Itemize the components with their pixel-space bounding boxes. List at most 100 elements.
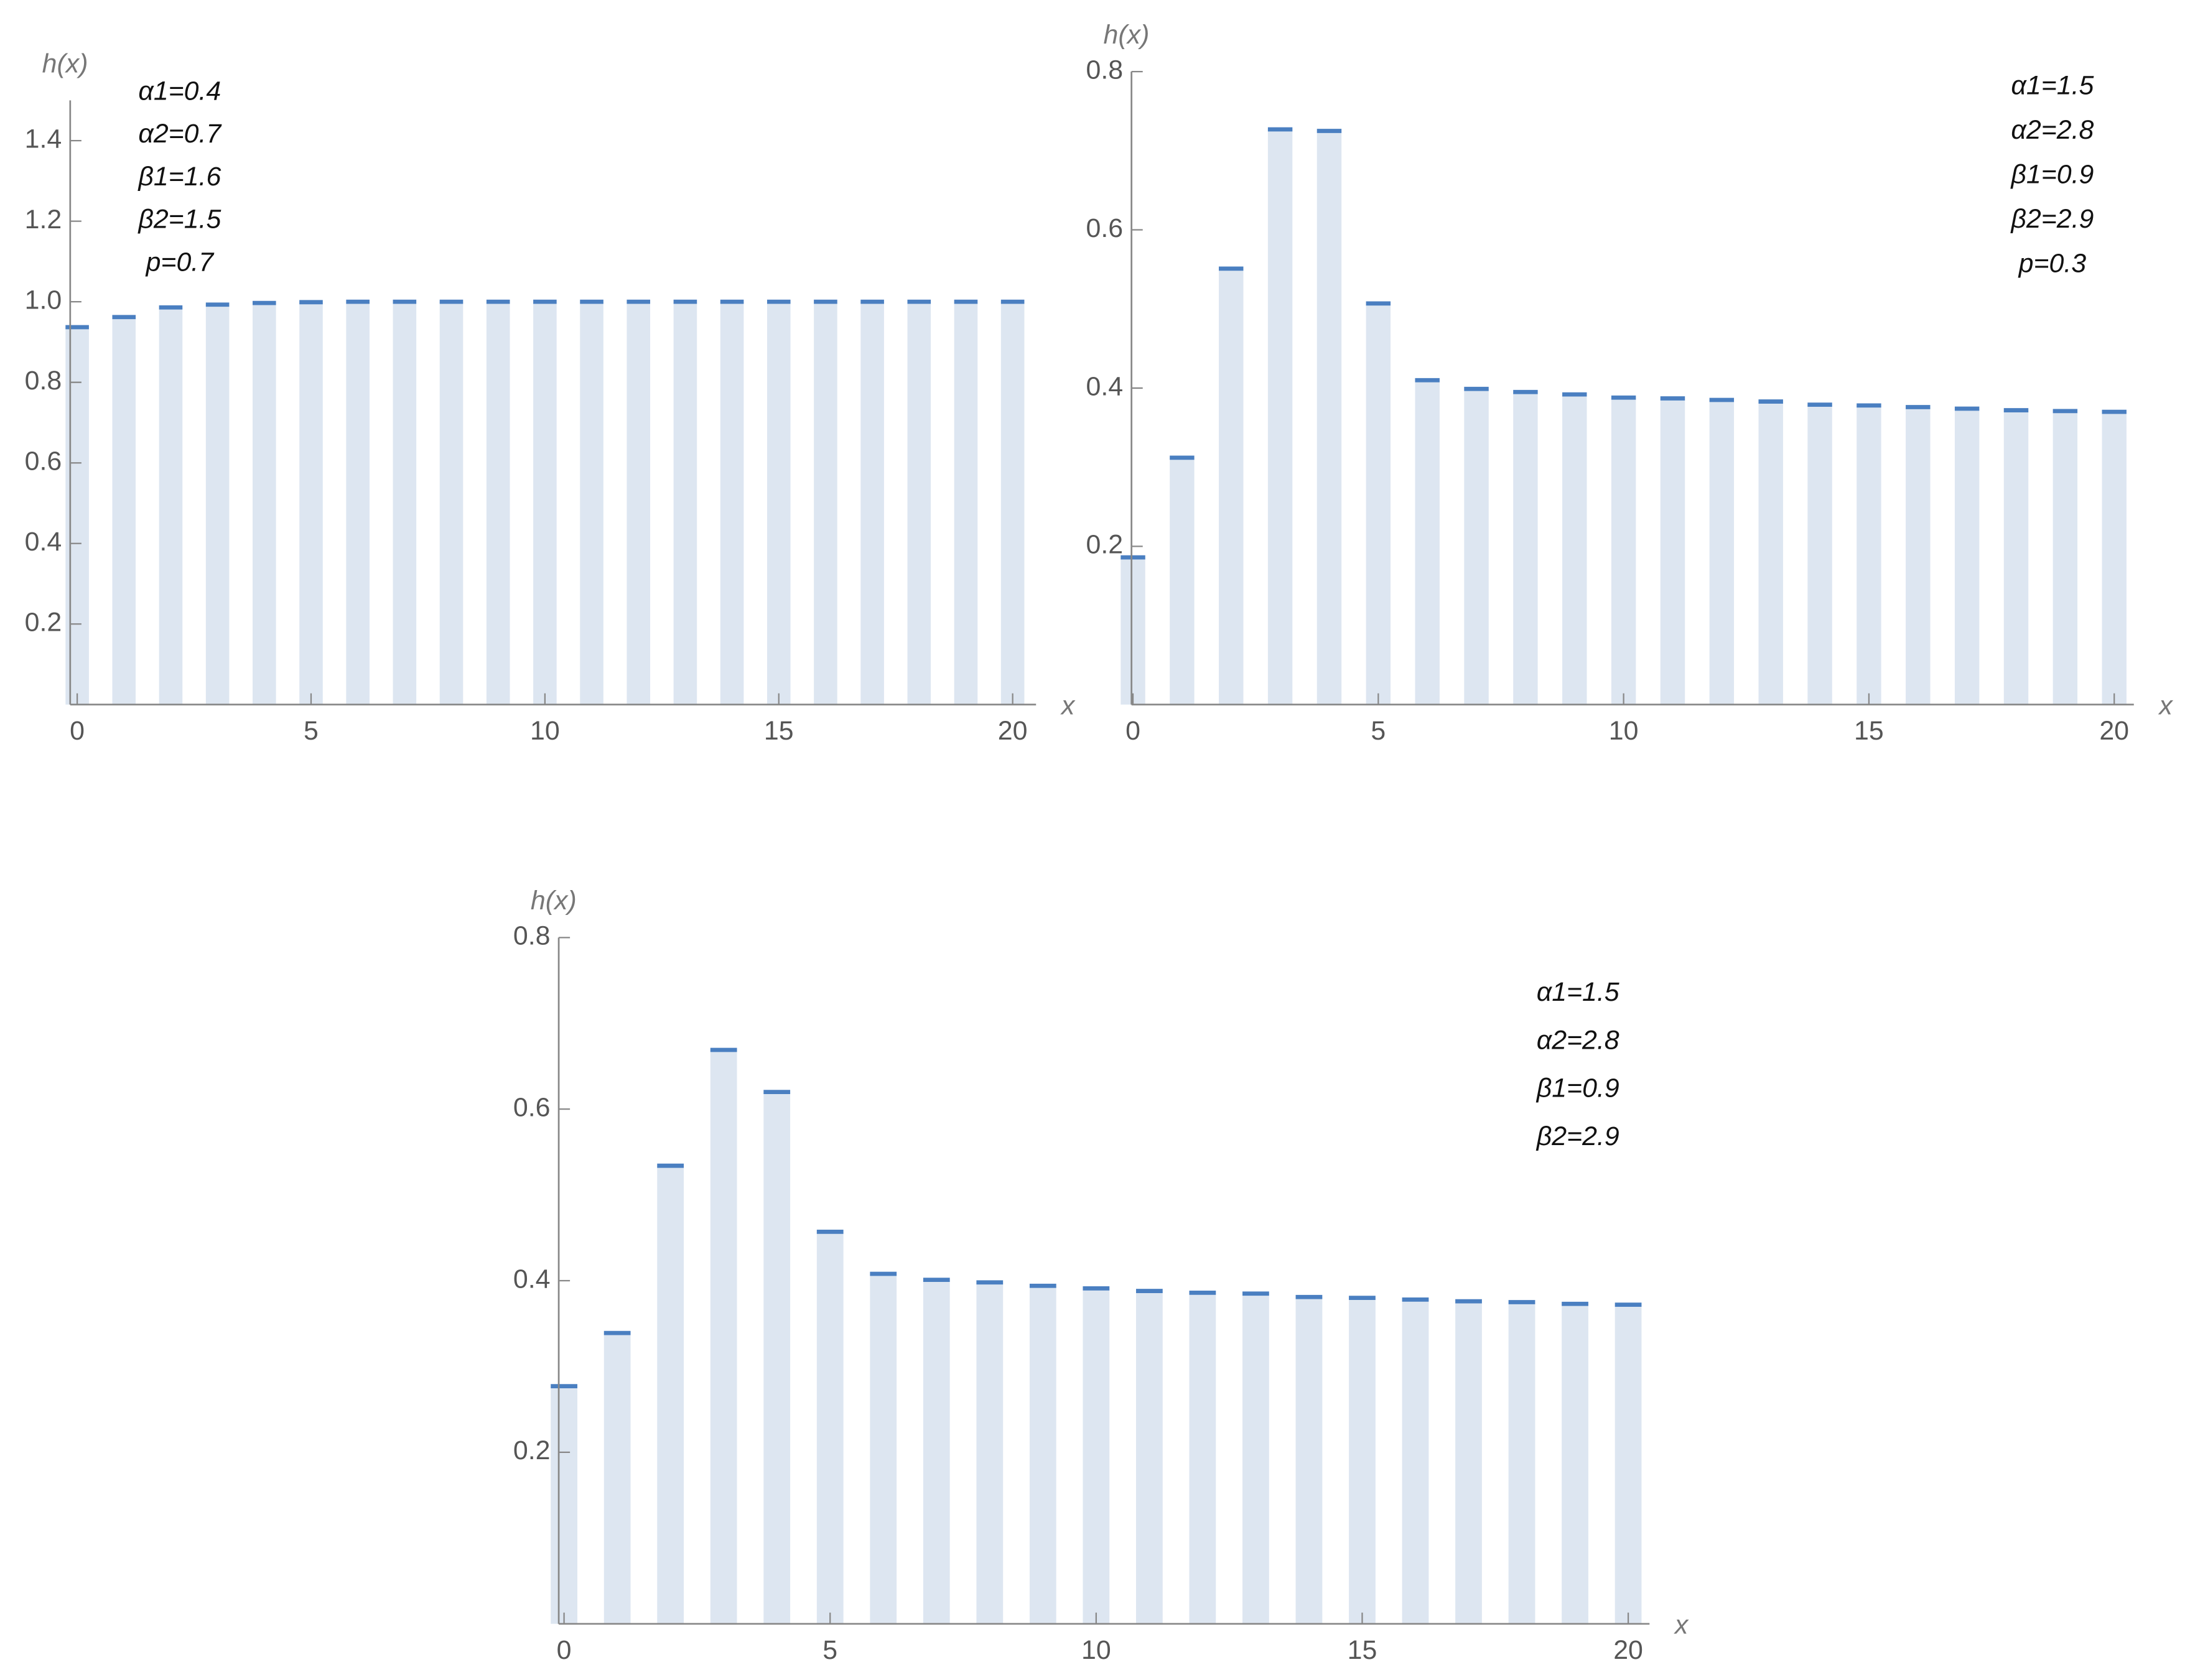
bar: [1316, 131, 1342, 705]
annotation: β1=1.6: [137, 162, 221, 192]
x-tick-label: 5: [822, 1635, 837, 1665]
bar: [393, 302, 417, 705]
bar: [439, 302, 464, 705]
annotation: β1=0.9: [2010, 159, 2094, 189]
annotation: α2=2.8: [1537, 1025, 1619, 1055]
y-tick-label: 0.4: [513, 1264, 551, 1294]
bar: [65, 327, 89, 705]
bar: [580, 302, 603, 705]
bar: [710, 1049, 737, 1624]
x-tick-label: 5: [1371, 716, 1386, 746]
bar: [1611, 397, 1636, 705]
bar: [954, 302, 978, 705]
bar: [1242, 1293, 1269, 1624]
bar: [112, 317, 136, 705]
bar: [1189, 1292, 1216, 1624]
bar: [1906, 407, 1931, 705]
bar: [1954, 409, 1980, 705]
y-axis-label: h(x): [531, 886, 577, 916]
annotation: α1=1.5: [1537, 977, 1619, 1007]
bar: [1562, 394, 1587, 705]
annotation: β2=2.9: [1535, 1121, 1619, 1151]
x-tick-label: 15: [764, 716, 794, 746]
bar: [627, 302, 651, 705]
bar: [860, 302, 884, 705]
annotation: α1=1.5: [2011, 70, 2094, 100]
x-axis-label: x: [1674, 1610, 1689, 1640]
x-tick-label: 10: [1081, 1635, 1111, 1665]
y-tick-label: 0.4: [1086, 371, 1124, 401]
bar: [2102, 412, 2127, 705]
bar: [1295, 1297, 1323, 1624]
bar: [205, 304, 230, 705]
bar: [253, 303, 276, 705]
bar: [814, 302, 837, 705]
annotation: p=0.3: [2018, 248, 2087, 278]
y-tick-label: 1.2: [25, 205, 62, 234]
bar: [551, 1386, 577, 1624]
bar: [1349, 1297, 1376, 1624]
bar: [673, 302, 697, 705]
bar: [1219, 268, 1244, 705]
bar: [923, 1279, 950, 1624]
bar: [816, 1232, 844, 1624]
bar: [1170, 457, 1195, 705]
y-tick-label: 0.8: [513, 921, 551, 951]
y-tick-label: 0.6: [1086, 213, 1124, 243]
bar: [2003, 410, 2029, 705]
bar: [486, 302, 510, 705]
annotation: p=0.7: [145, 248, 215, 277]
bar: [763, 1092, 791, 1624]
annotation: α2=0.7: [138, 119, 222, 149]
x-tick-label: 10: [530, 716, 560, 746]
bar: [1758, 401, 1783, 705]
y-tick-label: 1.4: [25, 124, 62, 154]
bar: [870, 1273, 897, 1624]
bar: [1415, 380, 1440, 705]
y-tick-label: 0.8: [1086, 55, 1124, 85]
bar: [1857, 405, 1881, 705]
bar: [2053, 411, 2078, 705]
x-tick-label: 10: [1609, 716, 1639, 746]
bar: [1464, 389, 1489, 705]
bar: [1121, 557, 1145, 705]
bar: [1402, 1299, 1429, 1624]
bar: [976, 1282, 1004, 1624]
annotation: β2=1.5: [137, 205, 221, 234]
x-tick-label: 20: [998, 716, 1028, 746]
bar: [1366, 303, 1391, 705]
bar: [533, 302, 557, 705]
y-tick-label: 1.0: [25, 285, 62, 315]
bar: [1562, 1304, 1588, 1624]
bar: [1000, 302, 1025, 705]
bar: [159, 307, 183, 705]
y-tick-label: 0.2: [25, 608, 62, 638]
y-axis-label: h(x): [42, 49, 88, 78]
x-axis-label: x: [2158, 691, 2173, 721]
bar: [1267, 129, 1293, 705]
y-tick-label: 0.8: [25, 366, 62, 396]
bar: [657, 1166, 684, 1624]
bar: [1660, 398, 1685, 705]
x-tick-label: 5: [304, 716, 319, 746]
x-tick-label: 0: [1125, 716, 1140, 746]
x-tick-label: 15: [1348, 1635, 1377, 1665]
annotation: β2=2.9: [2010, 204, 2094, 234]
bar: [1709, 400, 1735, 705]
bar: [1615, 1304, 1642, 1624]
bar: [1135, 1291, 1163, 1624]
x-tick-label: 0: [557, 1635, 572, 1665]
bar: [299, 302, 323, 705]
bar: [907, 302, 931, 705]
annotation: α2=2.8: [2011, 115, 2094, 145]
y-tick-label: 0.4: [25, 527, 62, 557]
bar: [720, 302, 744, 705]
bar: [346, 302, 370, 705]
bar: [1508, 1302, 1535, 1624]
bar: [1083, 1288, 1110, 1624]
y-tick-label: 0.2: [1086, 530, 1124, 560]
bar: [1029, 1286, 1056, 1624]
bar: [1513, 392, 1538, 705]
